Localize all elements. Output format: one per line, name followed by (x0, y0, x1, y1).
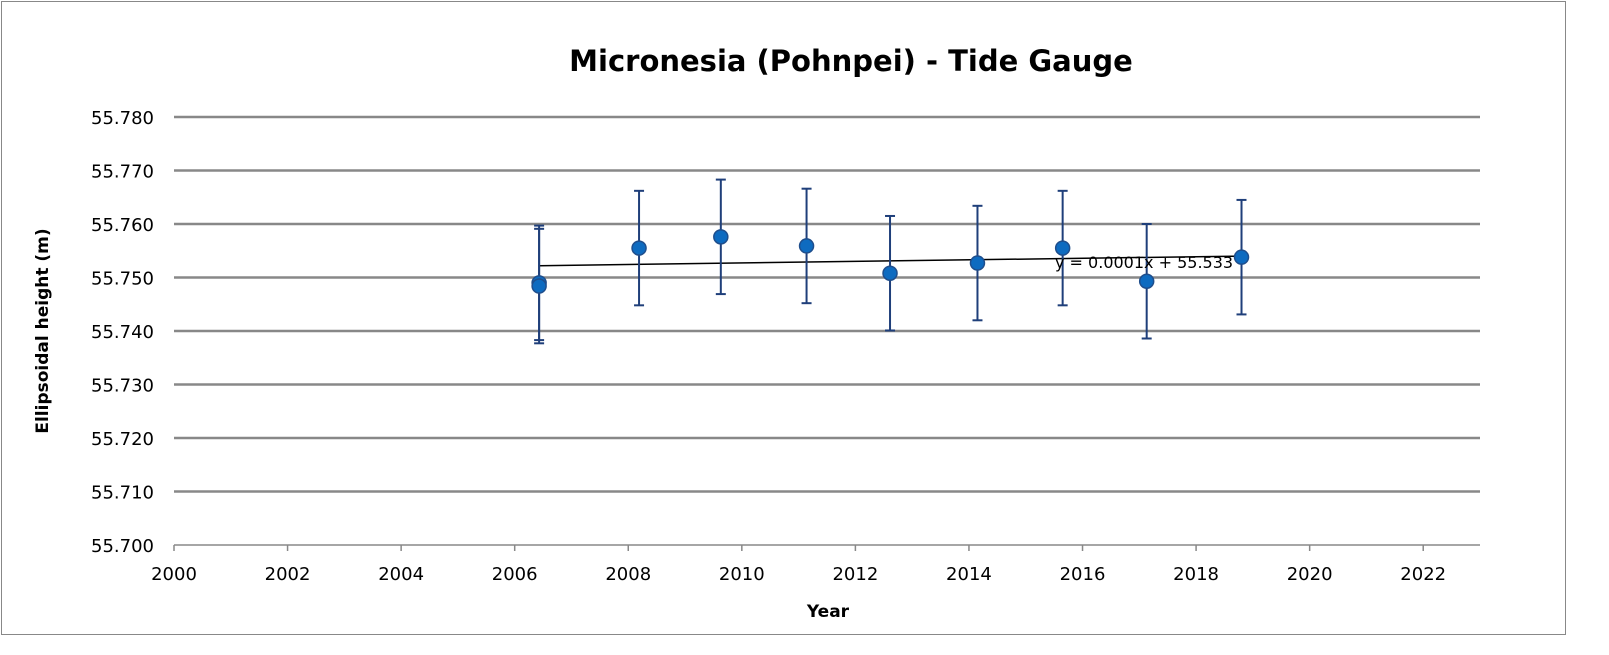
x-axis-label: Year (806, 602, 850, 622)
y-tick-label: 55.760 (91, 215, 154, 236)
x-tick-label: 2002 (265, 564, 311, 585)
x-tick-label: 2000 (151, 564, 197, 585)
x-tick-label: 2006 (492, 564, 538, 585)
x-tick-label: 2012 (832, 564, 878, 585)
data-point (969, 255, 986, 271)
chart-frame (1, 1, 1566, 635)
x-tick-label: 2004 (378, 564, 424, 585)
y-axis-label: Ellipsoidal height (m) (33, 228, 53, 433)
data-point (1233, 249, 1250, 265)
x-tick-label: 2022 (1400, 564, 1446, 585)
x-tick-label: 2010 (719, 564, 765, 585)
data-point (1054, 240, 1071, 256)
data-point (531, 278, 547, 294)
chart-title: Micronesia (Pohnpei) - Tide Gauge (569, 44, 1133, 78)
data-point (631, 240, 647, 256)
y-tick-label: 55.720 (91, 429, 154, 450)
data-point (1138, 273, 1155, 289)
y-tick-label: 55.740 (91, 322, 154, 343)
x-tick-label: 2014 (946, 564, 992, 585)
x-tick-label: 2016 (1060, 564, 1106, 585)
y-tick-label: 55.710 (91, 483, 154, 504)
y-tick-label: 55.730 (91, 376, 154, 397)
y-tick-label: 55.700 (91, 536, 154, 557)
y-tick-label: 55.750 (91, 269, 154, 290)
x-tick-label: 2020 (1287, 564, 1333, 585)
y-tick-label: 55.780 (91, 108, 154, 129)
x-tick-label: 2018 (1173, 564, 1219, 585)
data-point (798, 238, 815, 254)
data-point (713, 229, 729, 245)
y-tick-label: 55.770 (91, 162, 154, 183)
trendline-equation: y = 0.0001x + 55.533 (1055, 253, 1233, 272)
data-point (882, 265, 898, 281)
x-tick-label: 2008 (605, 564, 651, 585)
